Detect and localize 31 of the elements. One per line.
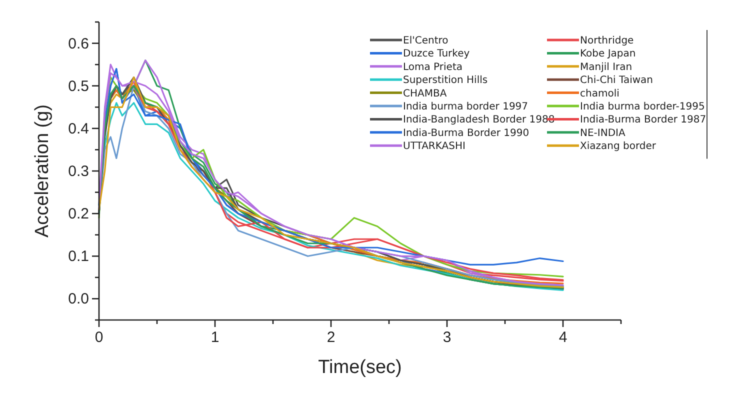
legend-label: Chi-Chi Taiwan <box>580 75 653 86</box>
y-tick-label: 0.4 <box>68 120 89 138</box>
x-tick-label: 4 <box>558 329 568 346</box>
y-tick-label: 0.0 <box>68 290 89 308</box>
legend-label: Loma Prieta <box>403 62 463 73</box>
legend-label: Northridge <box>580 36 634 46</box>
y-tick-label: 0.6 <box>68 35 89 52</box>
legend-label: CHAMBA <box>403 88 447 100</box>
legend-label: Xiazang border <box>580 141 657 152</box>
y-tick-label: 0.3 <box>68 163 89 180</box>
legend-label: El'Centro <box>403 36 448 46</box>
y-tick-label: 0.1 <box>68 248 89 266</box>
legend-label: Manjil Iran <box>580 62 632 73</box>
x-tick-label: 2 <box>326 329 336 346</box>
legend-label: Kobe Japan <box>580 48 636 60</box>
legend-label: chamoli <box>580 88 620 100</box>
legend-label: India burma border 1997 <box>403 102 528 112</box>
x-axis-title: Time(sec) <box>318 357 402 378</box>
legend-label: UTTARKASHI <box>403 141 466 152</box>
x-tick-label: 0 <box>94 329 104 346</box>
y-tick-label: 0.2 <box>68 206 89 223</box>
y-tick-label: 0.5 <box>68 78 89 95</box>
y-axis-title: Acceleration (g) <box>32 104 53 238</box>
legend-label: India-Burma Border 1987 <box>580 114 706 126</box>
legend-label: India burma border-1995 <box>580 102 705 112</box>
legend-label: NE-INDIA <box>580 128 626 139</box>
legend-label: India-Burma Border 1990 <box>403 128 530 139</box>
x-tick-label: 1 <box>210 329 220 346</box>
x-tick-label: 3 <box>442 329 452 346</box>
legend-label: Duzce Turkey <box>403 48 470 60</box>
legend-label: Superstition Hills <box>403 75 488 86</box>
